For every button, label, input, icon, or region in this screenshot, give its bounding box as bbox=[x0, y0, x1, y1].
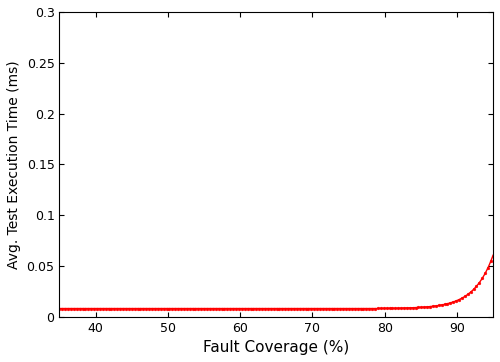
Y-axis label: Avg. Test Execution Time (ms): Avg. Test Execution Time (ms) bbox=[7, 60, 21, 269]
X-axis label: Fault Coverage (%): Fault Coverage (%) bbox=[203, 340, 350, 355]
